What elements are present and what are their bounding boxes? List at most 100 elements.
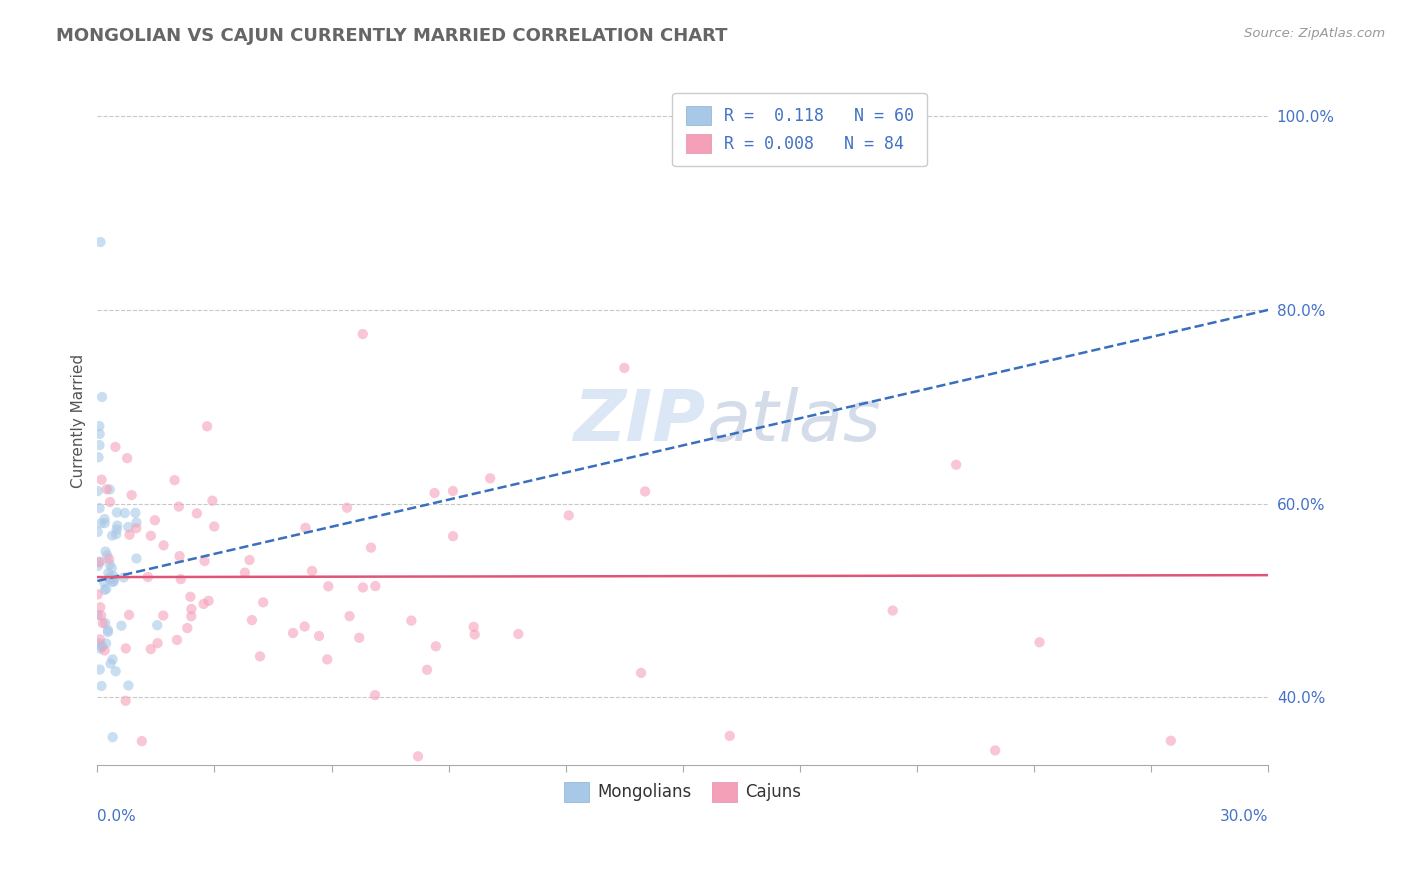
- Point: [98, 573, 121, 587]
- Point: [423, 486, 446, 500]
- Point: [87, 587, 110, 601]
- Point: [89, 641, 111, 656]
- Point: [1028, 635, 1050, 649]
- Point: [93, 643, 115, 657]
- Point: [193, 597, 215, 611]
- Point: [1160, 733, 1182, 747]
- Point: [945, 458, 967, 472]
- Point: [984, 743, 1007, 757]
- Point: [352, 581, 374, 595]
- Point: [87, 636, 110, 650]
- Point: [238, 553, 260, 567]
- Point: [152, 608, 174, 623]
- Point: [301, 564, 323, 578]
- Point: [114, 506, 136, 520]
- Point: [167, 500, 190, 514]
- Point: [316, 652, 339, 666]
- Point: [613, 360, 636, 375]
- Point: [87, 483, 110, 498]
- Point: [294, 619, 316, 633]
- Legend: Mongolians, Cajuns: Mongolians, Cajuns: [558, 776, 808, 808]
- Point: [89, 419, 111, 434]
- Point: [101, 652, 124, 666]
- Point: [479, 471, 502, 485]
- Point: [103, 569, 125, 583]
- Point: [240, 613, 263, 627]
- Point: [169, 549, 191, 563]
- Point: [98, 552, 121, 566]
- Point: [103, 574, 125, 589]
- Point: [90, 516, 112, 531]
- Point: [136, 570, 159, 584]
- Text: atlas: atlas: [706, 387, 882, 456]
- Point: [89, 438, 111, 452]
- Point: [101, 528, 124, 542]
- Point: [90, 679, 112, 693]
- Point: [364, 688, 387, 702]
- Point: [93, 582, 115, 597]
- Point: [94, 636, 117, 650]
- Point: [98, 495, 121, 509]
- Point: [416, 663, 439, 677]
- Point: [143, 513, 166, 527]
- Point: [125, 516, 148, 530]
- Point: [117, 678, 139, 692]
- Point: [87, 608, 110, 623]
- Point: [249, 649, 271, 664]
- Point: [194, 554, 217, 568]
- Point: [146, 636, 169, 650]
- Point: [125, 551, 148, 566]
- Point: [152, 538, 174, 552]
- Point: [180, 602, 202, 616]
- Point: [364, 579, 387, 593]
- Point: [179, 590, 201, 604]
- Point: [97, 623, 120, 637]
- Point: [336, 500, 359, 515]
- Point: [90, 608, 112, 623]
- Point: [93, 787, 115, 801]
- Point: [97, 566, 120, 580]
- Point: [110, 619, 132, 633]
- Point: [176, 621, 198, 635]
- Point: [89, 632, 111, 647]
- Text: 0.0%: 0.0%: [97, 808, 136, 823]
- Point: [93, 512, 115, 526]
- Text: ZIP: ZIP: [574, 387, 706, 456]
- Point: [89, 555, 111, 569]
- Point: [96, 482, 118, 496]
- Point: [233, 566, 256, 580]
- Point: [139, 529, 162, 543]
- Point: [186, 506, 208, 520]
- Point: [252, 595, 274, 609]
- Point: [114, 641, 136, 656]
- Point: [281, 626, 304, 640]
- Point: [93, 575, 115, 590]
- Point: [105, 518, 128, 533]
- Point: [121, 488, 143, 502]
- Text: Source: ZipAtlas.com: Source: ZipAtlas.com: [1244, 27, 1385, 40]
- Point: [105, 506, 128, 520]
- Point: [125, 521, 148, 535]
- Point: [89, 663, 111, 677]
- Point: [89, 555, 111, 569]
- Point: [425, 640, 447, 654]
- Point: [101, 574, 124, 589]
- Point: [98, 558, 121, 572]
- Point: [89, 235, 111, 249]
- Point: [166, 632, 188, 647]
- Point: [139, 642, 162, 657]
- Point: [118, 607, 141, 622]
- Point: [195, 419, 218, 434]
- Point: [463, 620, 485, 634]
- Point: [104, 440, 127, 454]
- Text: 30.0%: 30.0%: [1220, 808, 1268, 823]
- Point: [339, 609, 361, 624]
- Point: [201, 493, 224, 508]
- Point: [202, 519, 225, 533]
- Point: [91, 616, 114, 631]
- Point: [89, 501, 111, 516]
- Point: [105, 523, 128, 537]
- Point: [146, 618, 169, 632]
- Point: [197, 594, 219, 608]
- Point: [101, 561, 124, 575]
